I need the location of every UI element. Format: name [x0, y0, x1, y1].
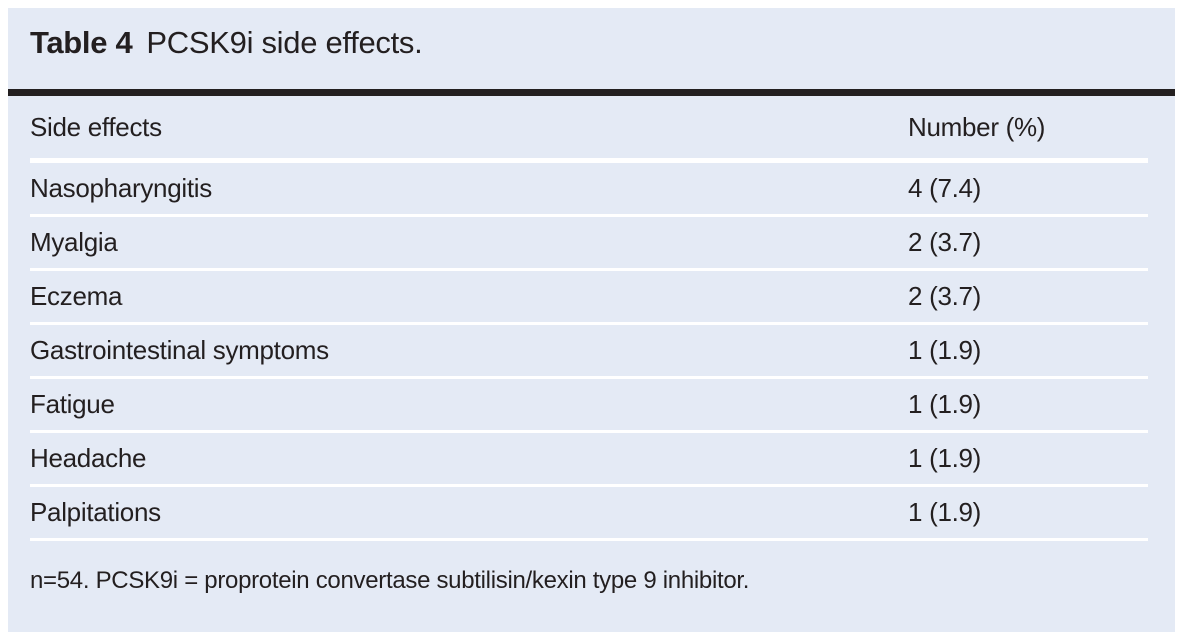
table-row: Gastrointestinal symptoms 1 (1.9): [30, 325, 1148, 379]
side-effect-cell: Fatigue: [30, 389, 115, 419]
side-effects-table: Side effects Number (%) Nasopharyngitis …: [30, 96, 1148, 541]
number-cell: 1 (1.9): [908, 443, 982, 473]
table-footnote: n=54. PCSK9i = proprotein convertase sub…: [30, 567, 750, 594]
number-cell: 2 (3.7): [908, 281, 982, 311]
table-row: Eczema 2 (3.7): [30, 271, 1148, 325]
side-effect-cell: Palpitations: [30, 497, 161, 527]
column-header-number: Number (%): [908, 111, 1046, 142]
table-row: Headache 1 (1.9): [30, 433, 1148, 487]
table-row: Fatigue 1 (1.9): [30, 379, 1148, 433]
side-effect-cell: Myalgia: [30, 227, 118, 257]
side-effect-cell: Nasopharyngitis: [30, 173, 212, 203]
number-cell: 1 (1.9): [908, 335, 982, 365]
number-cell: 1 (1.9): [908, 389, 982, 419]
side-effect-cell: Eczema: [30, 281, 123, 311]
number-cell: 4 (7.4): [908, 173, 982, 203]
side-effect-cell: Headache: [30, 443, 147, 473]
table-row: Nasopharyngitis 4 (7.4): [30, 163, 1148, 217]
table-body: Nasopharyngitis 4 (7.4) Myalgia 2 (3.7) …: [30, 163, 1148, 541]
table-panel: Table 4 PCSK9i side effects. Side effects…: [8, 8, 1175, 632]
table-row: Myalgia 2 (3.7): [30, 217, 1148, 271]
side-effect-cell: Gastrointestinal symptoms: [30, 335, 329, 365]
table-row: Palpitations 1 (1.9): [30, 487, 1148, 541]
table-caption-text: PCSK9i side effects.: [146, 25, 423, 60]
table-caption: Table 4 PCSK9i side effects.: [8, 8, 1175, 62]
caption-divider-rule: [8, 89, 1175, 96]
column-header-side-effects: Side effects: [30, 111, 162, 142]
number-cell: 1 (1.9): [908, 497, 982, 527]
number-cell: 2 (3.7): [908, 227, 982, 257]
table-header-row: Side effects Number (%): [30, 96, 1148, 163]
table-label: Table 4: [30, 25, 133, 60]
